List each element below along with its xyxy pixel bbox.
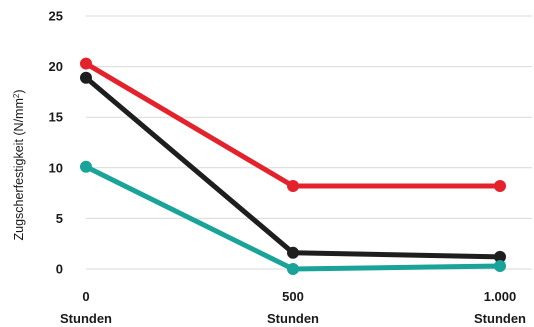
y-tick-label: 20: [49, 59, 63, 74]
x-tick-label-unit: Stunden: [474, 311, 526, 326]
data-point: [494, 259, 506, 272]
series-layer: [80, 57, 506, 275]
x-tick-label-value: 0: [82, 289, 89, 304]
y-axis-label: Zugscherfestigkeit (N/mm2): [12, 89, 27, 240]
data-point: [287, 246, 299, 259]
series-2: [80, 160, 506, 275]
data-point: [80, 160, 92, 173]
y-tick-label: 25: [49, 9, 63, 24]
series-0: [80, 57, 506, 193]
data-point: [287, 180, 299, 193]
series-line: [83, 75, 503, 260]
data-point: [80, 71, 92, 84]
y-tick-label: 10: [49, 160, 63, 175]
x-tick-label-unit: Stunden: [60, 311, 112, 326]
x-tick-label-value: 500: [282, 289, 304, 304]
data-point: [80, 57, 92, 70]
data-point: [494, 180, 506, 193]
x-tick-label-unit: Stunden: [267, 311, 319, 326]
y-tick-label: 15: [49, 110, 63, 125]
y-tick-label: 0: [56, 262, 63, 277]
y-tick-label: 5: [56, 211, 63, 226]
x-tick-label-value: 1.000: [484, 289, 517, 304]
data-point: [287, 263, 299, 275]
y-axis-ticks: 0 5 10 15 20 25: [49, 9, 63, 277]
series-1: [80, 71, 506, 263]
x-axis-ticks: 0 Stunden 500 Stunden 1.000 Stunden: [60, 289, 526, 326]
data-point: [494, 250, 506, 263]
gridlines: [86, 15, 532, 270]
